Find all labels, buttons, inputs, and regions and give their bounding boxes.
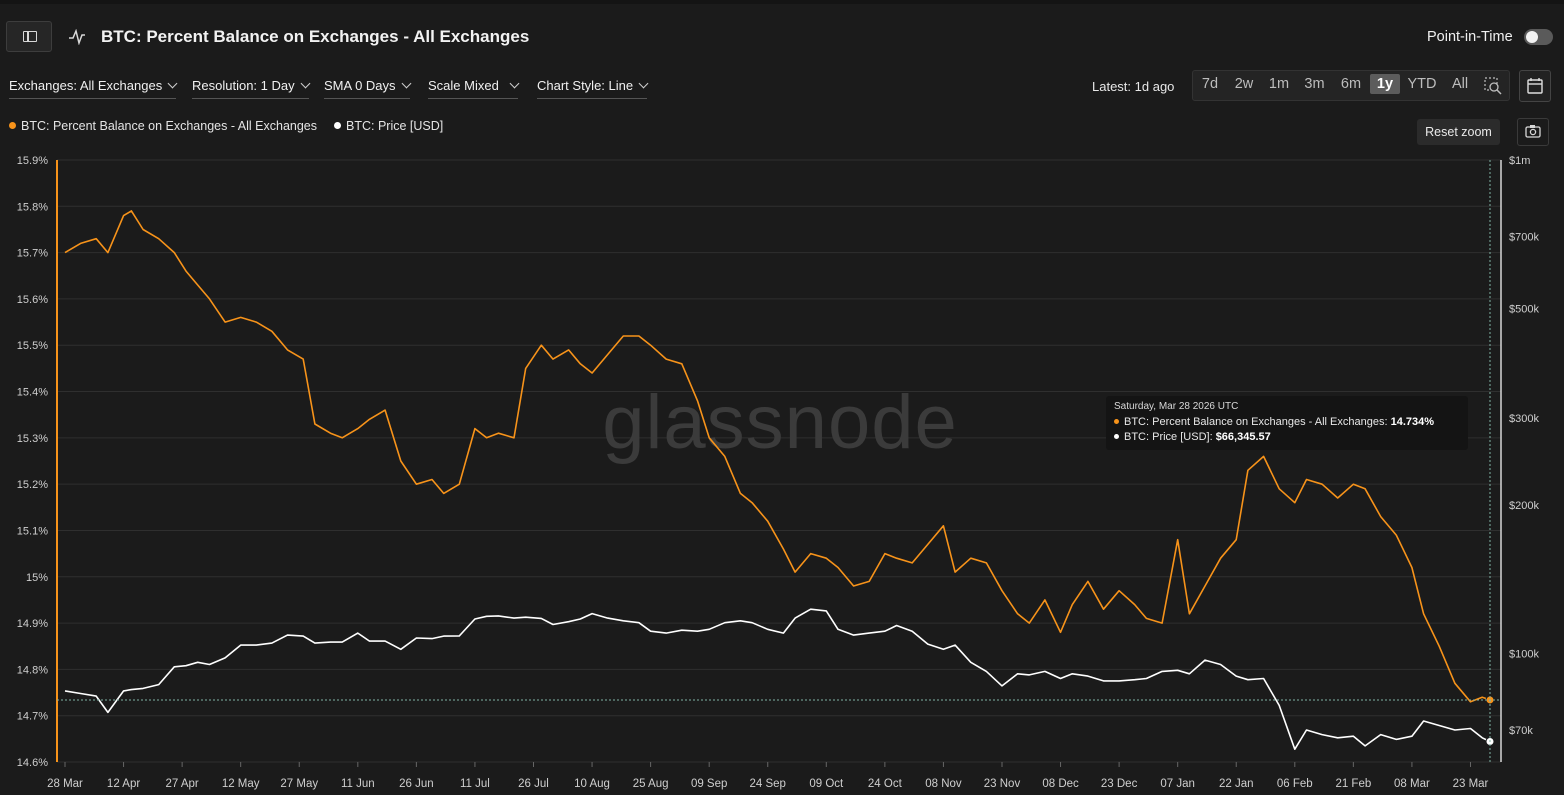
y-left-tick-label: 15.4% [17,387,48,399]
range-7d-button[interactable]: 7d [1201,76,1219,92]
chevron-down-icon [638,78,649,89]
series-line-exchange-balance [64,210,1491,703]
range-all-button[interactable]: All [1451,76,1469,92]
x-tick-label: 11 Jul [460,778,490,790]
calendar-icon [1527,78,1543,94]
chevron-down-icon [401,78,411,89]
x-tick-label: 09 Sep [691,778,727,790]
range-6m-button[interactable]: 6m [1340,76,1362,92]
gridlines [57,159,1501,763]
latest-update-label: Latest: 1d ago [1092,79,1175,94]
zoom-select-icon[interactable] [1484,77,1502,95]
series-lines [64,210,1495,751]
camera-icon [1525,125,1541,138]
y-right-tick-label: $100k [1509,649,1539,661]
y-left-tick-label: 15.9% [17,155,48,167]
page-title: BTC: Percent Balance on Exchanges - All … [101,27,530,46]
point-in-time-toggle[interactable] [1524,29,1553,45]
chevron-down-icon [167,78,178,89]
top-border [0,0,1564,4]
x-tick-label: 22 Jan [1219,778,1254,790]
x-tick-label: 10 Aug [574,778,610,790]
y-axis-left: 15.9% 15.8% 15.7% 15.6% 15.5% 15.4% 15.3% 15.2%… [17,155,48,769]
legend-series-exchange-balance[interactable]: BTC: Percent Balance on Exchanges - All … [9,119,317,133]
x-tick-label: 08 Mar [1394,778,1430,790]
point-in-time-label: Point-in-Time [1427,29,1513,45]
x-tick-label: 27 Apr [165,778,198,790]
x-tick-label: 26 Jul [518,778,549,790]
x-tick-label: 12 May [222,778,260,790]
range-1m-button[interactable]: 1m [1268,76,1290,92]
tooltip-series1-label: BTC: Percent Balance on Exchanges - All … [1124,416,1388,428]
y-right-tick-label: $70k [1509,725,1533,737]
x-axis: 28 Mar 12 Apr 27 Apr 12 May 27 May 11 Jun 26 J… [47,762,1489,790]
x-tick-label: 08 Nov [925,778,962,790]
y-left-tick-label: 15.8% [17,201,48,213]
x-tick-label: 28 Mar [47,778,83,790]
range-ytd-button[interactable]: YTD [1407,76,1437,92]
y-left-tick-label: 15.6% [17,294,48,306]
x-tick-label: 07 Jan [1160,778,1195,790]
y-left-tick-label: 14.6% [17,757,48,769]
range-3m-button[interactable]: 3m [1304,76,1325,92]
series-line-price [64,608,1491,751]
y-left-tick-label: 15.3% [17,433,48,445]
range-1y-button[interactable]: 1y [1370,74,1400,94]
y-right-tick-label: $500k [1509,304,1539,316]
y-right-tick-label: $300k [1509,413,1539,425]
y-left-tick-label: 15.5% [17,340,48,352]
x-tick-label: 08 Dec [1042,778,1079,790]
x-tick-label: 12 Apr [107,778,140,790]
y-left-tick-label: 15.2% [17,479,48,491]
chevron-down-icon [300,78,311,89]
x-tick-label: 25 Aug [633,778,669,790]
resolution-dropdown[interactable]: Resolution: 1 Day [192,78,311,99]
y-right-tick-label: $700k [1509,231,1539,243]
range-2w-button[interactable]: 2w [1234,76,1254,92]
exchanges-dropdown[interactable]: Exchanges: All Exchanges [9,78,178,99]
legend-series-price[interactable]: BTC: Price [USD] [334,119,443,133]
scale-dropdown[interactable]: Scale Mixed [428,78,520,99]
x-tick-label: 24 Sep [750,778,786,790]
sidebar-toggle-button[interactable] [6,21,52,52]
chart-area[interactable]: glassnode 15.9% 15.8% 15.7% 15.6% 15.5% 15.4%… [0,150,1564,795]
x-tick-label: 21 Feb [1335,778,1371,790]
range-selector [1192,70,1510,101]
crosshair [57,160,1501,762]
x-tick-label: 23 Mar [1453,778,1489,790]
x-tick-label: 06 Feb [1277,778,1313,790]
x-tick-label: 26 Jun [399,778,434,790]
y-left-tick-label: 14.8% [17,664,48,676]
screenshot-button[interactable] [1517,118,1549,146]
x-tick-label: 23 Dec [1101,778,1138,790]
x-tick-label: 09 Oct [809,778,844,790]
y-axis-right: $1m $700k $500k $300k $200k $100k $70k [1509,155,1539,737]
x-tick-label: 24 Oct [868,778,903,790]
tooltip-series2-label: BTC: Price [USD]: [1124,431,1213,443]
tooltip-series2-value: $66,345.57 [1215,431,1271,443]
sidebar-icon [23,31,37,42]
y-left-tick-label: 15% [26,572,48,584]
x-tick-label: 23 Nov [984,778,1021,790]
chart-style-dropdown[interactable]: Chart Style: Line [537,78,649,99]
y-right-tick-label: $1m [1509,155,1530,167]
tooltip-date: Saturday, Mar 28 2026 UTC [1114,401,1239,412]
sma-dropdown[interactable]: SMA 0 Days [324,78,411,99]
chevron-down-icon [509,78,520,89]
calendar-button[interactable] [1519,70,1551,102]
reset-zoom-button[interactable]: Reset zoom [1417,119,1500,145]
y-left-tick-label: 15.1% [17,525,48,537]
watermark: glassnode [602,380,958,465]
y-left-tick-label: 14.9% [17,618,48,630]
y-right-tick-label: $200k [1509,500,1539,512]
tooltip-series1-value: 14.734% [1390,416,1435,428]
y-left-tick-label: 15.7% [17,248,48,260]
tooltip: Saturday, Mar 28 2026 UTC BTC: Percent B… [1106,396,1468,450]
pulse-icon [69,29,85,45]
y-left-tick-label: 14.7% [17,711,48,723]
x-tick-label: 11 Jun [341,778,375,790]
x-tick-label: 27 May [280,778,318,790]
